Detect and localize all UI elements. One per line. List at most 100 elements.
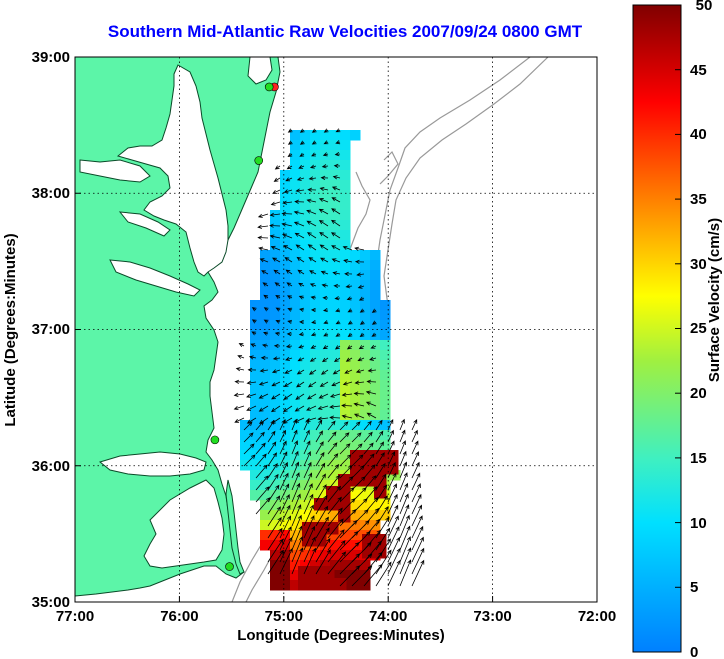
velocity-vector: [279, 536, 293, 563]
velocity-cell: [310, 340, 321, 351]
potomac-river: [79, 159, 151, 183]
velocity-cell: [380, 310, 391, 321]
velocity-cell: [310, 440, 321, 451]
velocity-cell: [310, 510, 321, 521]
velocity-cell: [350, 270, 361, 281]
velocity-cell: [320, 550, 331, 561]
velocity-cell: [298, 578, 311, 591]
velocity-cell: [340, 320, 351, 331]
velocity-cell: [300, 160, 311, 171]
velocity-cell: [380, 350, 391, 361]
velocity-vector: [269, 212, 281, 217]
velocity-cell: [250, 390, 261, 401]
velocity-cell: [330, 420, 341, 431]
colorbar-tick-label: 5: [690, 579, 698, 596]
velocity-cell: [350, 250, 361, 261]
velocity-vector: [332, 271, 341, 276]
velocity-cell: [270, 270, 281, 281]
velocity-cell: [290, 420, 301, 431]
velocity-vector: [263, 294, 269, 299]
velocity-vector: [311, 128, 317, 133]
velocity-vector: [329, 415, 341, 420]
velocity-cell: [290, 250, 301, 261]
y-tick-label: 36:00: [32, 458, 70, 475]
velocity-cell: [270, 550, 281, 561]
velocity-cell: [360, 260, 371, 271]
velocity-vector: [271, 393, 281, 400]
velocity-vector: [339, 421, 349, 431]
velocity-cell: [320, 200, 331, 211]
velocity-cell: [280, 560, 291, 571]
velocity-vector: [411, 525, 424, 551]
velocity-vector: [339, 465, 353, 479]
velocity-cell: [370, 360, 381, 371]
velocity-vector: [310, 295, 317, 300]
velocity-vector: [274, 331, 281, 336]
velocity-vector: [323, 332, 329, 337]
velocity-vector: [315, 484, 327, 503]
velocity-cell: [280, 370, 291, 381]
velocity-cell: [270, 210, 281, 221]
velocity-vector: [285, 356, 293, 361]
velocity-vector: [315, 430, 323, 443]
velocity-vector: [269, 223, 281, 228]
colorbar-tick-label: 50: [696, 0, 713, 14]
velocity-vector: [327, 453, 339, 467]
velocity-cell: [300, 420, 311, 431]
velocity-cell: [380, 380, 391, 391]
velocity-cell: [320, 140, 331, 151]
velocity-vector: [233, 392, 245, 397]
velocity-vector: [251, 307, 257, 312]
velocity-cell: [340, 130, 351, 141]
velocity-cell: [320, 180, 331, 191]
velocity-vector: [299, 152, 305, 157]
velocity-vector: [285, 177, 293, 182]
velocity-vector: [303, 429, 310, 443]
velocity-vector: [291, 536, 303, 563]
velocity-vector: [339, 498, 356, 515]
velocity-cell: [330, 410, 341, 421]
velocity-cell: [330, 260, 341, 271]
velocity-cell: [374, 546, 387, 559]
velocity-cell: [360, 250, 371, 261]
velocity-cell: [350, 450, 363, 463]
velocity-cell: [330, 200, 341, 211]
velocity-cell: [280, 530, 291, 541]
velocity-vector: [287, 140, 293, 145]
velocity-vector: [296, 176, 305, 181]
velocity-cell: [290, 340, 301, 351]
velocity-cell: [280, 250, 291, 261]
velocity-cell: [280, 310, 291, 321]
velocity-vector: [294, 232, 305, 239]
velocity-cell: [320, 370, 331, 381]
velocity-cell: [338, 498, 351, 511]
velocity-vector: [279, 515, 291, 539]
velocity-cell: [290, 490, 301, 501]
velocity-vector: [354, 380, 365, 385]
velocity-cell: [290, 310, 301, 321]
velocity-cell: [370, 250, 381, 261]
velocity-cell: [300, 240, 311, 251]
velocity-vector: [351, 565, 373, 587]
velocity-vector: [279, 494, 290, 515]
velocity-vector: [311, 320, 317, 325]
velocity-vector: [344, 369, 353, 374]
velocity-vector: [298, 164, 305, 169]
colorbar-tick-label: 20: [690, 385, 707, 402]
velocity-vector: [334, 345, 341, 350]
velocity-vector: [334, 152, 341, 157]
velocity-cell: [340, 170, 351, 181]
velocity-vector: [257, 224, 269, 229]
velocity-cell: [280, 320, 291, 331]
velocity-cell: [270, 520, 281, 531]
velocity-vector: [237, 354, 245, 359]
velocity-vector: [327, 442, 338, 455]
velocity-vector: [279, 451, 288, 467]
y-tick-label: 39:00: [32, 49, 70, 66]
velocity-cell: [360, 340, 371, 351]
velocity-vector: [341, 392, 353, 397]
velocity-cell: [370, 370, 381, 381]
velocity-cell: [350, 420, 361, 431]
velocity-cell: [370, 310, 381, 321]
